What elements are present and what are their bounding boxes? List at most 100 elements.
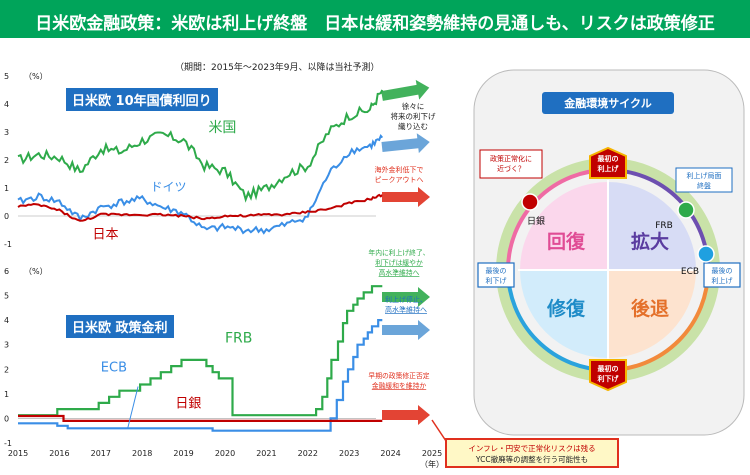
callout-hike-end-text: 終盤	[697, 181, 711, 190]
series-line-japan	[18, 414, 383, 422]
series-label-us: 米国	[208, 120, 236, 136]
cycle-arc-repair	[506, 269, 609, 372]
badge-first-hike-text: 利上げ	[598, 164, 620, 173]
series-line-us	[17, 89, 384, 203]
annotation-ecb-policy: 利上げ停止、	[385, 295, 427, 304]
series-label-us: FRB	[225, 330, 252, 346]
x-tick-label: 2015	[8, 449, 28, 458]
x-unit-label: （年）	[420, 459, 444, 469]
forecast-arrow-ecb-policy-shape	[382, 320, 430, 340]
annotation-us-policy: 年内に利上げ終了、	[368, 248, 429, 257]
side-last-hike-text: 最後の	[712, 266, 733, 275]
marker-label-0: 日銀	[527, 215, 545, 227]
risk-box-line2: YCC撤廃等の調整を行う可能性も	[475, 454, 588, 464]
quadrant-label-recession: 後退	[631, 297, 669, 320]
forecast-arrow-boj-policy	[382, 405, 430, 425]
risk-pointer	[431, 419, 447, 442]
title-banner: 日米欧金融政策：米欧は利上げ終盤 日本は緩和姿勢維持の見通しも、リスクは政策修正	[0, 0, 750, 38]
y-tick-label: -1	[4, 240, 12, 249]
series-label-germany: ECB	[101, 361, 127, 376]
marker-label-2: ECB	[681, 267, 699, 277]
marker-1	[677, 201, 695, 219]
annotation-japan: 海外金利低下で	[375, 165, 424, 174]
annotation-us: 徐々に	[402, 101, 425, 111]
y-tick-label: 5	[4, 72, 9, 81]
y-tick-label: 2	[4, 156, 9, 165]
annotation-ecb-policy: 高水準維持へ	[385, 305, 427, 314]
side-last-hike-text: 利上げ	[712, 276, 733, 285]
side-last-cut-text: 最後の	[486, 266, 507, 275]
period-note: （期間：2015年～2023年9月、以降は当社予測）	[175, 63, 380, 73]
y-tick-label: 5	[4, 292, 9, 301]
chart-title-policy: 日米欧 政策金利	[66, 315, 174, 338]
callout-normalization-text: 近づく？	[497, 164, 525, 173]
marker-2	[697, 245, 715, 263]
annotation-us-policy: 高水準維持へ	[379, 268, 420, 277]
x-tick-label: 2021	[256, 449, 276, 458]
forecast-arrow-germany-shape	[381, 133, 430, 154]
marker-0	[521, 193, 539, 211]
marker-label-1: FRB	[655, 221, 673, 231]
y-tick-label: 3	[4, 341, 9, 350]
side-last-hike-box	[703, 262, 741, 288]
cycle-title: 金融環境サイクル	[563, 96, 651, 110]
x-tick-label: 2018	[132, 449, 152, 458]
series-label-japan: 日本	[93, 227, 119, 242]
x-tick-label: 2025	[422, 449, 442, 458]
series-line-us	[18, 285, 383, 417]
forecast-arrow-us-policy-shape	[382, 287, 430, 307]
badge-first-cut-text: 利下げ	[598, 374, 620, 383]
y-tick-label: 2	[4, 365, 9, 374]
side-last-cut-box	[477, 262, 515, 288]
annotation-boj-policy: 早期の政策修正否定	[368, 371, 429, 380]
x-tick-label: 2020	[215, 449, 235, 458]
x-tick-label: 2022	[298, 449, 318, 458]
annotation-us-policy: 利下げは緩やか	[375, 258, 423, 267]
forecast-arrow-japan	[382, 187, 430, 207]
ecb-pointer	[127, 386, 139, 429]
x-tick-label: 2017	[91, 449, 111, 458]
y-tick-label: 3	[4, 128, 9, 137]
annotation-us: 織り込む	[398, 121, 428, 131]
x-tick-label: 2019	[173, 449, 193, 458]
quadrant-label-expansion: 拡大	[631, 230, 669, 253]
forecast-arrow-japan-shape	[382, 187, 430, 207]
x-tick-label: 2016	[49, 449, 69, 458]
badge-first-cut-text: 最初の	[598, 364, 619, 373]
forecast-arrow-ecb-policy	[382, 320, 430, 340]
cycle-title-box	[542, 92, 674, 114]
forecast-arrow-germany	[381, 133, 430, 154]
y-tick-label: 4	[4, 100, 9, 109]
series-line-japan	[17, 193, 383, 222]
y-unit-label-2: （%）	[24, 267, 48, 276]
series-label-japan: 日銀	[175, 396, 201, 411]
series-line-germany	[18, 319, 383, 432]
forecast-arrow-us	[381, 79, 430, 101]
risk-box	[445, 438, 619, 468]
badge-first-hike-shape	[589, 146, 627, 179]
callout-normalization-box	[479, 149, 543, 179]
x-tick-label: 2023	[339, 449, 359, 458]
annotation-us: 将来の利下げ	[391, 111, 436, 121]
side-last-cut-text: 利下げ	[486, 276, 507, 285]
callout-normalization-text: 政策正常化に	[490, 154, 532, 163]
callout-hike-end-text: 利上げ局面	[687, 171, 722, 180]
y-tick-label: 1	[4, 184, 9, 193]
banner-title: 日米欧金融政策：米欧は利上げ終盤 日本は緩和姿勢維持の見通しも、リスクは政策修正	[35, 14, 715, 34]
quadrant-label-repair: 修復	[546, 297, 586, 320]
forecast-arrow-us-shape	[381, 79, 430, 101]
forecast-arrow-us-policy	[382, 287, 430, 307]
badge-first-cut-shape	[589, 359, 627, 392]
risk-box-line1: インフレ・円安で正常化リスクは残る	[468, 443, 595, 453]
y-unit-label-1: （%）	[24, 72, 48, 81]
y-tick-label: 6	[4, 267, 9, 276]
y-tick-label: 0	[4, 414, 9, 423]
y-tick-label: 1	[4, 390, 9, 399]
y-tick-label: -1	[4, 439, 12, 448]
quadrant-label-recovery: 回復	[547, 230, 586, 253]
badge-first-hike-text: 最初の	[598, 154, 619, 163]
forecast-arrow-boj-policy-shape	[382, 405, 430, 425]
